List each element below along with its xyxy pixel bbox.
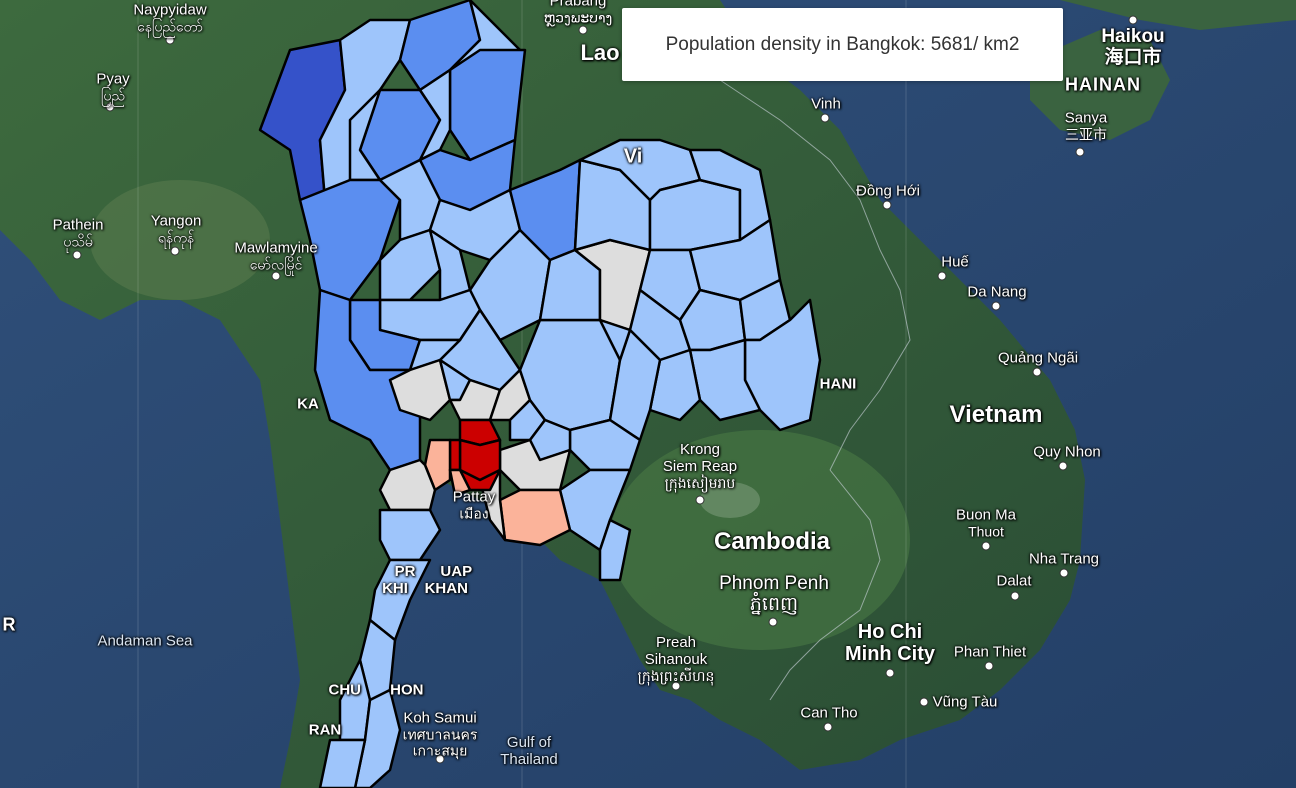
population-density-tooltip: Population density in Bangkok: 5681/ km2 bbox=[622, 8, 1063, 81]
city-dot-prabang bbox=[578, 25, 588, 35]
tonle-sap-lake bbox=[700, 482, 760, 518]
city-dot-dalat bbox=[1010, 591, 1020, 601]
cambodia-plain bbox=[610, 430, 910, 650]
province-sakon-nakhon[interactable] bbox=[648, 178, 742, 252]
city-dot-quang-ngai bbox=[1032, 367, 1042, 377]
city-dot-koh-samui bbox=[435, 754, 445, 764]
province-si-sa-ket[interactable] bbox=[688, 338, 762, 422]
city-dot-nha-trang bbox=[1059, 568, 1069, 578]
province-ratchaburi[interactable] bbox=[378, 458, 437, 512]
province-maha-sarakham[interactable] bbox=[598, 318, 632, 362]
city-dot-vinh bbox=[820, 113, 830, 123]
city-dot-pathein bbox=[72, 250, 82, 260]
province-south-west[interactable] bbox=[318, 738, 367, 788]
city-dot-vung-tau bbox=[919, 697, 929, 707]
province-prachuap[interactable] bbox=[368, 558, 432, 642]
province-chachoengsao[interactable] bbox=[498, 438, 572, 492]
boundary-vietnam-laos bbox=[719, 79, 911, 471]
tooltip-text: Population density in Bangkok: 5681/ km2 bbox=[665, 33, 1020, 55]
city-dot-hue bbox=[937, 271, 947, 281]
boundary-cambodia-vietnam bbox=[769, 469, 881, 701]
landmass-china bbox=[1060, 0, 1296, 30]
irrawaddy-delta bbox=[90, 180, 270, 300]
city-dot-haikou bbox=[1128, 15, 1138, 25]
city-dot-yangon bbox=[170, 246, 180, 256]
city-dot-sanya bbox=[1075, 147, 1085, 157]
province-samut-sakhon[interactable] bbox=[448, 468, 472, 497]
city-dot-ho-chi-minh bbox=[885, 668, 895, 678]
province-lamphun[interactable] bbox=[348, 88, 382, 182]
city-dot-dong-hoi bbox=[882, 200, 892, 210]
city-dot-da-nang bbox=[991, 301, 1001, 311]
province-trat[interactable] bbox=[598, 518, 632, 582]
city-dot-naypyidaw bbox=[165, 35, 175, 45]
province-nonthaburi[interactable] bbox=[448, 438, 462, 472]
city-dot-quy-nhon bbox=[1058, 461, 1068, 471]
city-dot-mawlamyine bbox=[271, 271, 281, 281]
city-dot-pyay bbox=[105, 102, 115, 112]
city-dot-siem-reap bbox=[695, 495, 705, 505]
thailand-provinces[interactable] bbox=[258, 0, 822, 788]
landmass-hainan bbox=[1030, 30, 1170, 140]
city-dot-can-tho bbox=[823, 722, 833, 732]
city-dot-buon-ma-thuot bbox=[981, 541, 991, 551]
province-kanchanaburi[interactable] bbox=[313, 288, 422, 472]
city-dot-phan-thiet bbox=[984, 661, 994, 671]
city-dot-preah-sihanouk bbox=[671, 681, 681, 691]
province-nakhon-phanom[interactable] bbox=[688, 148, 772, 242]
city-dot-phnom-penh bbox=[768, 617, 778, 627]
